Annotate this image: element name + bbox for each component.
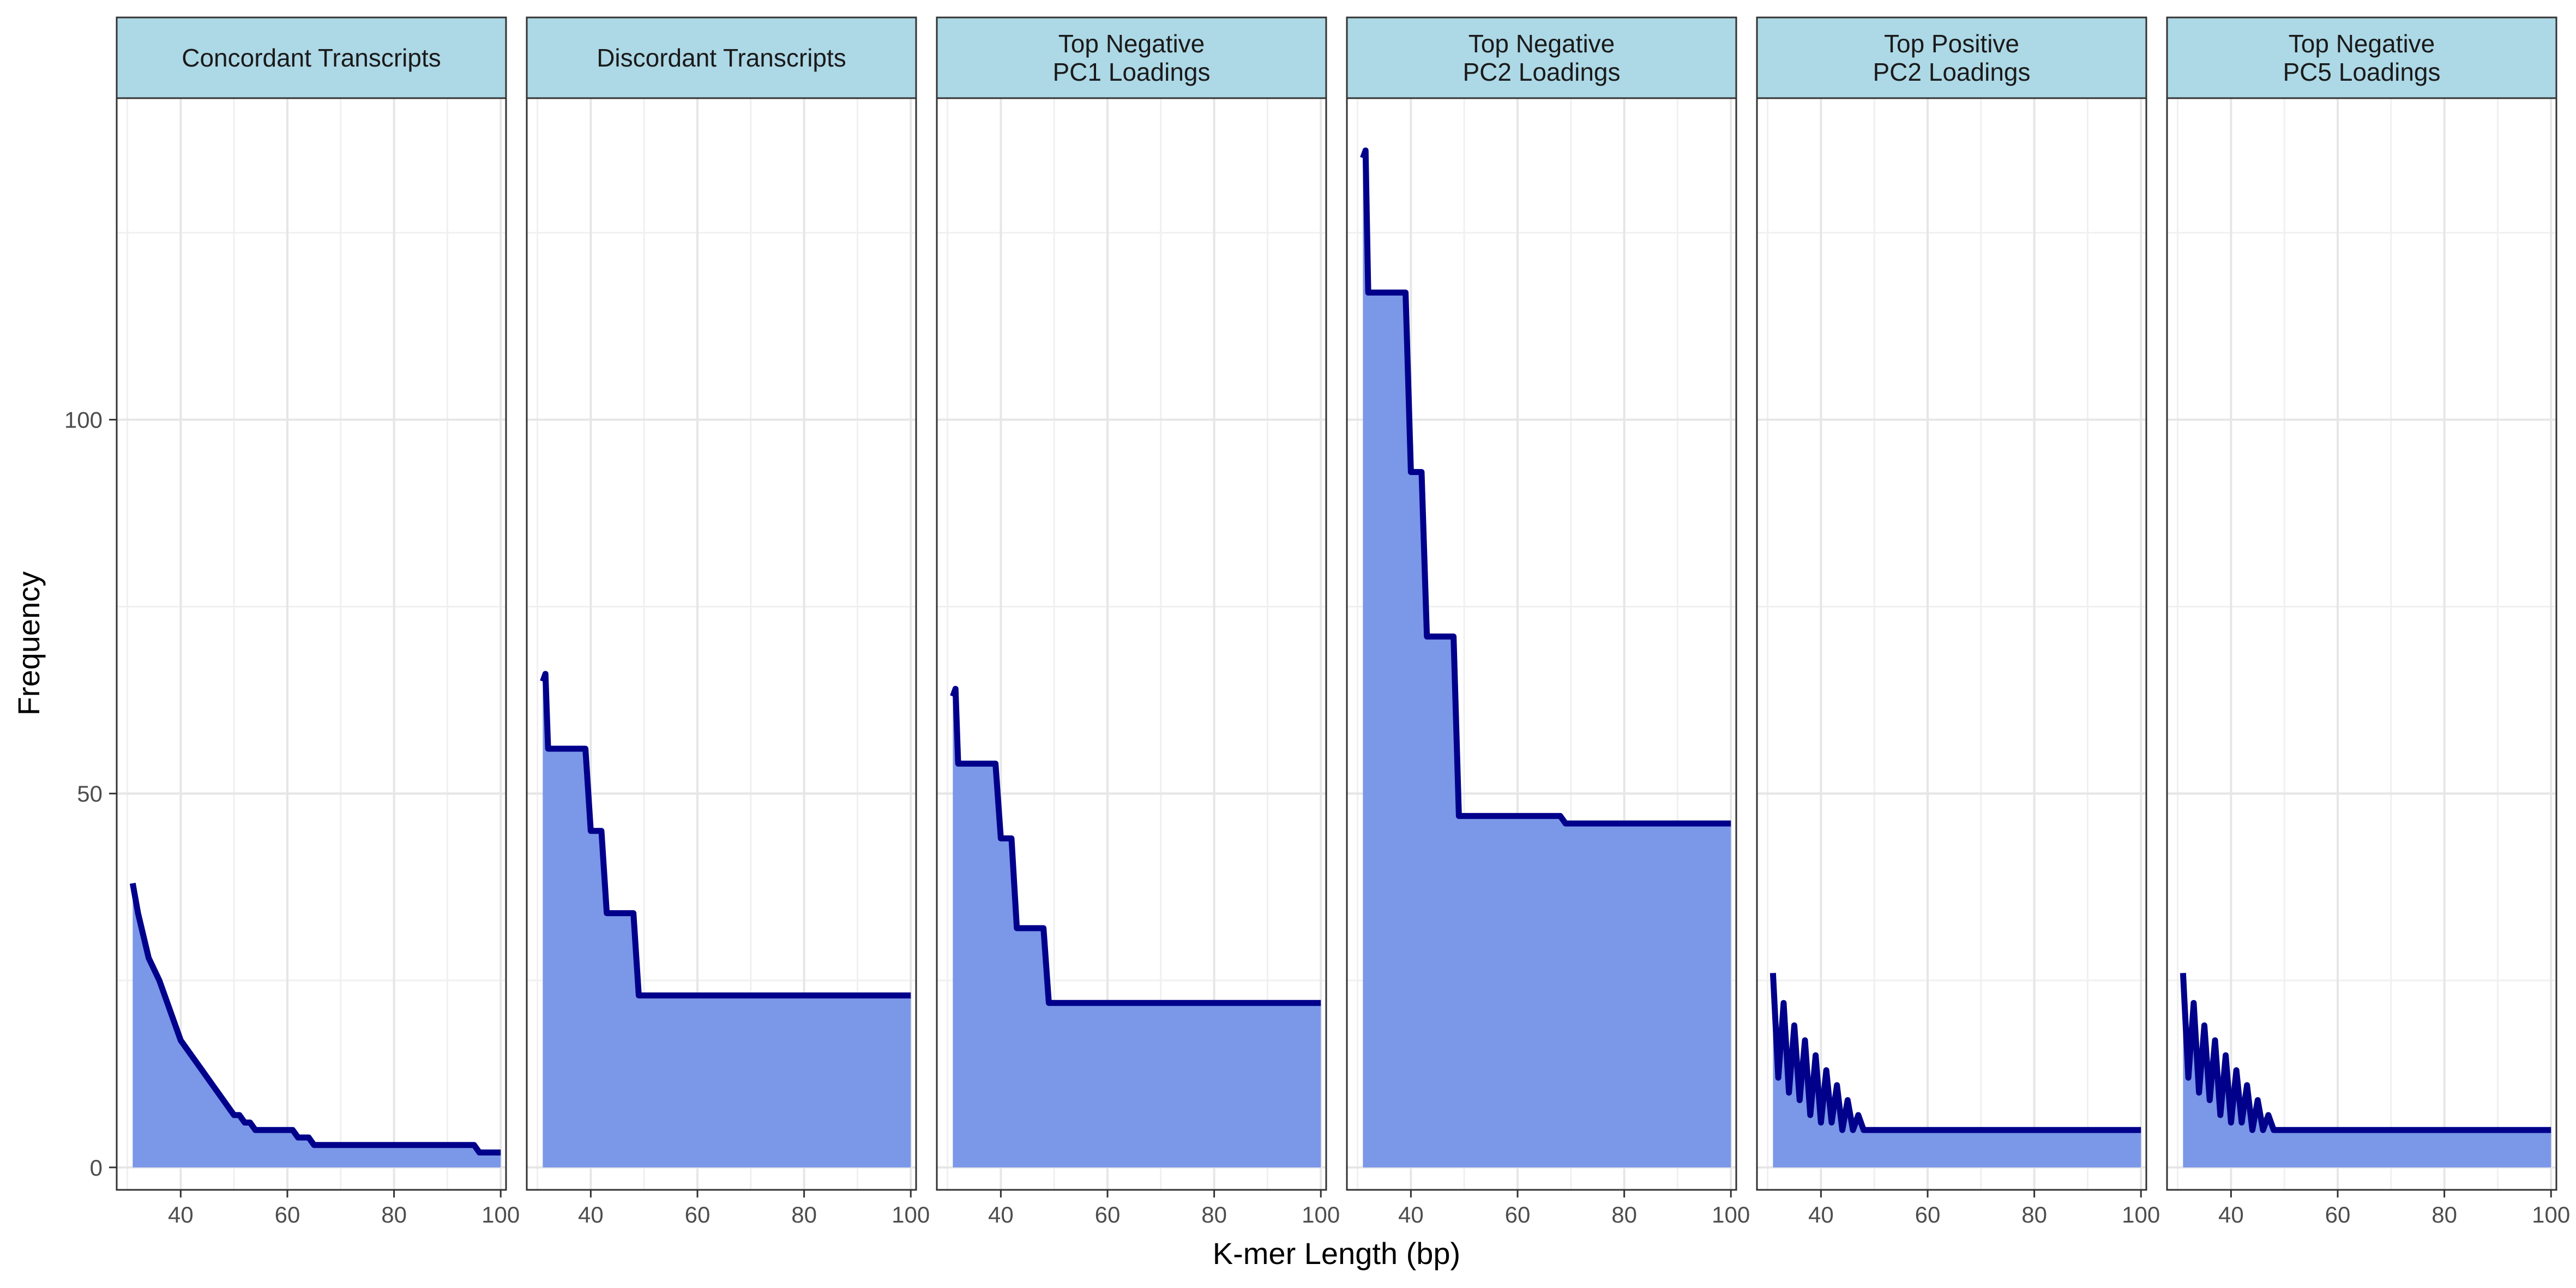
facet-strip-label: Top Negative PC1 Loadings <box>1053 29 1211 86</box>
series-line <box>540 671 911 998</box>
facet-panel: Discordant Transcripts 40 60 80 100 <box>526 16 930 1227</box>
x-tick-label: 80 <box>381 1202 407 1227</box>
y-tick-label: 0 <box>90 1155 103 1181</box>
series-line <box>1770 973 2141 1133</box>
x-tick-label: 60 <box>275 1202 300 1227</box>
y-axis-title: Frequency <box>11 571 46 716</box>
facet-strip-label-line: Top Negative <box>1468 29 1615 58</box>
panel-border <box>116 97 507 1191</box>
series-line <box>1360 147 1731 827</box>
x-tick-label: 80 <box>1611 1202 1637 1227</box>
x-tick-label: 100 <box>1712 1202 1750 1227</box>
series-line <box>2180 973 2551 1133</box>
facet-strip <box>2166 16 2557 99</box>
facet-panel: Top Negative PC1 Loadings 40 60 80 100 <box>936 16 1340 1227</box>
facet-panel: Top Negative PC5 Loadings 40 60 80 100 <box>2166 16 2570 1227</box>
x-tick-label: 60 <box>1505 1202 1531 1227</box>
x-tick-label: 40 <box>988 1202 1014 1227</box>
panel-border <box>1346 97 1737 1191</box>
series-line <box>129 882 501 1155</box>
x-tick-label: 80 <box>2021 1202 2047 1227</box>
panel-border <box>526 97 917 1191</box>
series-area <box>953 689 1321 1167</box>
x-tick-label: 100 <box>892 1202 930 1227</box>
facet-strip-label-line: PC5 Loadings <box>2283 58 2441 86</box>
facet-strip <box>526 16 917 99</box>
x-tick-label: 80 <box>791 1202 817 1227</box>
series-area <box>133 883 501 1167</box>
x-tick-label: 60 <box>1915 1202 1941 1227</box>
x-tick-label: 40 <box>578 1202 604 1227</box>
x-tick-label: 100 <box>482 1202 520 1227</box>
facet-strip-label-line: Top Negative <box>1058 29 1205 58</box>
x-tick-label: 60 <box>2325 1202 2351 1227</box>
facet-strip-label-line: Concordant Transcripts <box>182 44 441 72</box>
facet-strip-label: Concordant Transcripts <box>182 44 441 72</box>
panel-border <box>1756 97 2147 1191</box>
x-tick-label: 40 <box>2218 1202 2244 1227</box>
facet-strip-label-line: Top Negative <box>2289 29 2435 58</box>
x-tick-label: 60 <box>1095 1202 1121 1227</box>
x-tick-label: 60 <box>685 1202 711 1227</box>
series-line <box>950 685 1321 1006</box>
x-tick-label: 40 <box>168 1202 194 1227</box>
series-area <box>1773 973 2141 1167</box>
facet-strip-label-line: Discordant Transcripts <box>597 44 846 72</box>
x-axis-title: K-mer Length (bp) <box>1213 1236 1460 1271</box>
facet-strip <box>116 16 507 99</box>
x-tick-label: 40 <box>1808 1202 1834 1227</box>
y-tick-label: 50 <box>77 781 103 806</box>
facet-strip <box>936 16 1327 99</box>
facet-strip-label: Top Negative PC5 Loadings <box>2283 29 2441 86</box>
facet-strip-label: Top Negative PC2 Loadings <box>1463 29 1621 86</box>
facet-strip-label-line: Top Positive <box>1884 29 2019 58</box>
facet-panel: Concordant Transcripts 40 60 80 100 0 50 100 <box>64 16 520 1227</box>
facet-panel: Top Positive PC2 Loadings 40 60 80 100 <box>1756 16 2160 1227</box>
facet-strip-label-line: PC1 Loadings <box>1053 58 1211 86</box>
series-area <box>1363 150 1731 1167</box>
panel-border <box>936 97 1327 1191</box>
facet-strip-label: Discordant Transcripts <box>597 44 846 72</box>
facet-strip-label-line: PC2 Loadings <box>1463 58 1621 86</box>
x-tick-label: 80 <box>2431 1202 2457 1227</box>
x-tick-label: 100 <box>2122 1202 2160 1227</box>
y-tick-label: 100 <box>64 407 103 433</box>
panel-border <box>2166 97 2557 1191</box>
x-tick-label: 80 <box>1201 1202 1227 1227</box>
series-area <box>543 673 911 1167</box>
facet-strip-label: Top Positive PC2 Loadings <box>1873 29 2031 86</box>
x-tick-label: 100 <box>1302 1202 1340 1227</box>
x-tick-label: 100 <box>2532 1202 2570 1227</box>
facet-strip-label-line: PC2 Loadings <box>1873 58 2031 86</box>
x-tick-label: 40 <box>1398 1202 1424 1227</box>
series-area <box>2183 973 2551 1167</box>
facet-panel: Top Negative PC2 Loadings 40 60 80 100 <box>1346 16 1750 1227</box>
